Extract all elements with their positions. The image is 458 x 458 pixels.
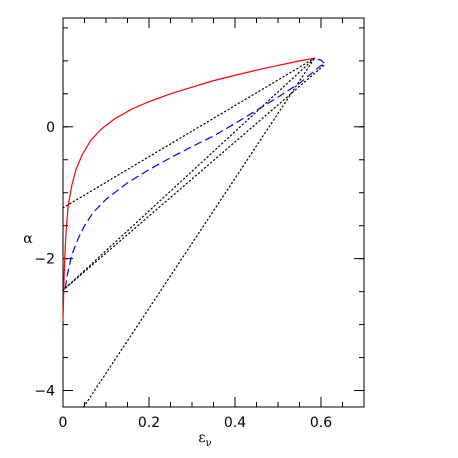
y-axis-label: α [23, 231, 33, 247]
x-tick-label: 0.4 [224, 415, 246, 431]
plot-frame [62, 17, 365, 408]
x-axis-label-main: ε [198, 430, 205, 446]
x-tick-label: 0.6 [310, 415, 332, 431]
series-dotted-line-5 [64, 63, 326, 289]
x-tick-label: 0.2 [138, 415, 160, 431]
x-tick-label: 0 [59, 415, 68, 431]
tick-marks [62, 18, 365, 407]
y-tick-label: 0 [46, 120, 55, 136]
x-axis-label-subscript: ν [206, 438, 212, 449]
series-dashed-line-1 [64, 57, 327, 289]
x-axis-label: εν [198, 430, 211, 449]
series-dotted-line-3 [62, 57, 316, 291]
y-tick-label: −4 [34, 384, 55, 400]
series-solid-line-0 [62, 57, 315, 322]
series-dotted-line-2 [62, 57, 316, 209]
series-group [62, 57, 327, 408]
series-dotted-line-4 [83, 57, 316, 408]
tick-labels: 0 0.2 0.4 0.6 0 −2 −4 [34, 120, 332, 431]
y-tick-label: −2 [34, 252, 55, 268]
